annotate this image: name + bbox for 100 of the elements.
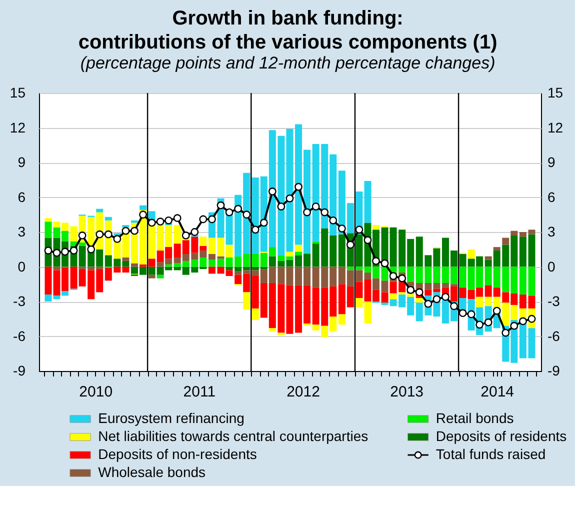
point	[225, 208, 234, 216]
y-tick-label: -3	[13, 293, 26, 309]
point	[450, 302, 458, 310]
y-tick-label: -6	[13, 328, 26, 344]
y2-tick-label: 6	[548, 188, 556, 205]
bar	[286, 252, 294, 256]
y2-tick-label: 3	[548, 224, 556, 240]
y2-tick-label: -6	[548, 328, 560, 344]
point	[139, 210, 147, 219]
legend-label: Net liabilities towards central counterparties	[98, 428, 368, 444]
point	[61, 248, 69, 256]
bar	[502, 238, 510, 245]
point	[518, 317, 527, 326]
bar	[96, 208, 104, 212]
point	[251, 226, 260, 234]
chart-title: Growth in bank funding: contributions of the various components (1)	[78, 8, 498, 54]
bar	[510, 230, 518, 236]
point	[148, 218, 156, 227]
bar	[476, 296, 484, 308]
point	[234, 204, 242, 213]
bar	[295, 244, 302, 252]
point	[355, 226, 364, 234]
bar	[78, 242, 86, 246]
point	[424, 300, 432, 308]
point	[406, 286, 415, 294]
bar	[165, 264, 172, 267]
bar	[208, 238, 216, 254]
y-tick-label: -9	[13, 362, 26, 378]
point	[113, 235, 122, 243]
legend-label: Deposits of non-residents	[98, 446, 257, 462]
bar	[381, 266, 388, 281]
point	[122, 226, 130, 235]
point	[242, 210, 251, 219]
point	[458, 309, 467, 318]
point	[510, 322, 518, 330]
point	[190, 228, 199, 236]
point	[286, 194, 294, 202]
point	[156, 218, 164, 226]
point	[467, 310, 476, 318]
bar	[44, 218, 52, 222]
y-tick-label: 12	[10, 119, 26, 136]
bar	[208, 254, 216, 260]
point	[96, 230, 104, 238]
bar	[131, 263, 138, 267]
bar	[493, 247, 500, 251]
y2-tick-label: -9	[548, 362, 560, 378]
point	[52, 248, 61, 257]
point	[199, 215, 208, 224]
bar	[268, 328, 276, 332]
x-tick-label: 2014	[480, 384, 514, 400]
legend-label: Total funds raised	[436, 446, 546, 462]
legend-label: Eurosystem refinancing	[98, 410, 244, 426]
point	[432, 295, 441, 304]
y2-tick-label: 12	[548, 119, 564, 136]
y-tick-label: 0	[18, 258, 26, 274]
x-tick-label: 2012	[286, 384, 320, 400]
point	[268, 188, 276, 196]
chart-subtitle: (percentage points and 12-month percentage changes)	[80, 54, 496, 72]
bar	[372, 225, 380, 230]
point	[502, 328, 510, 337]
bar	[148, 274, 156, 278]
point	[476, 320, 484, 329]
point	[130, 226, 138, 235]
point	[164, 216, 173, 224]
bar	[140, 205, 147, 210]
y-tick-label: 9	[18, 154, 26, 170]
point	[380, 259, 389, 268]
point	[312, 202, 320, 210]
y2-tick-label: 0	[548, 258, 556, 274]
bar	[338, 314, 346, 325]
y2-tick-label: 15	[548, 84, 564, 100]
point	[208, 215, 216, 224]
point	[173, 214, 182, 222]
point	[415, 288, 424, 296]
y2-tick-label: -3	[548, 293, 560, 309]
point	[303, 208, 311, 216]
point	[372, 257, 380, 265]
y-tick-label: 6	[18, 188, 26, 205]
bar	[416, 298, 423, 303]
legend-label: Wholesale bonds	[98, 464, 206, 480]
point	[528, 314, 536, 323]
legend-label: Deposits of residents	[436, 428, 567, 444]
point	[320, 208, 329, 216]
legend-label: Retail bonds	[436, 410, 514, 426]
point	[104, 230, 112, 238]
point	[277, 202, 286, 210]
point	[260, 218, 268, 227]
point	[78, 232, 86, 240]
point	[492, 306, 501, 315]
bar	[484, 256, 492, 260]
x-tick-label: 2011	[183, 384, 216, 400]
point	[329, 216, 338, 224]
x-tick-label: 2013	[390, 384, 424, 400]
point	[484, 318, 492, 326]
point	[346, 240, 354, 249]
bar	[122, 257, 130, 261]
point	[442, 292, 450, 301]
bar	[200, 236, 207, 246]
bar	[243, 292, 250, 310]
point	[294, 182, 302, 191]
